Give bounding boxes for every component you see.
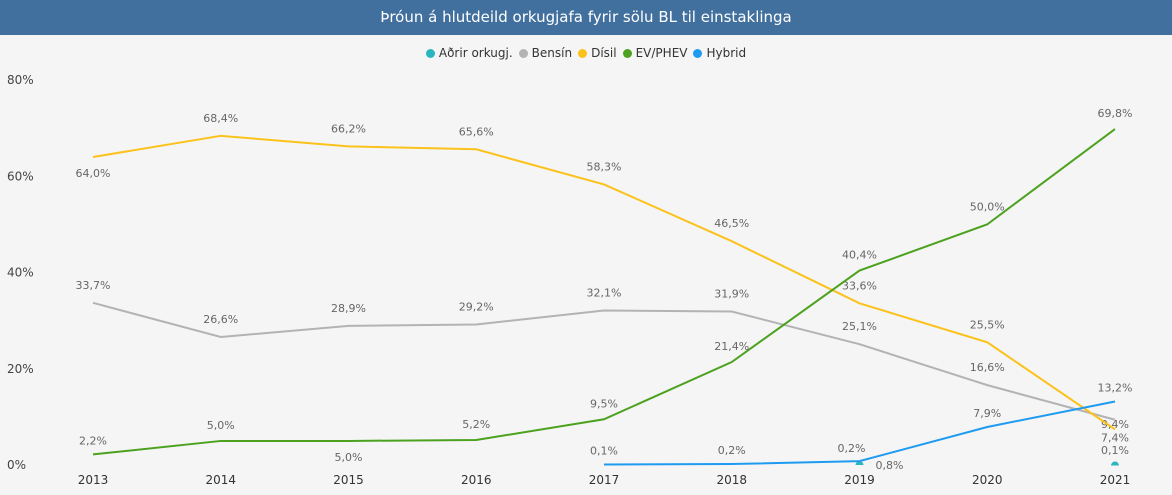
- data-label: 58,3%: [587, 160, 622, 173]
- x-tick-label: 2014: [205, 473, 236, 487]
- x-tick-label: 2017: [589, 473, 620, 487]
- data-label: 33,6%: [842, 279, 877, 292]
- legend: Aðrir orkugj. Bensín Dísil EV/PHEV Hybrid: [0, 46, 1172, 61]
- data-label: 2,2%: [79, 434, 107, 447]
- data-label: 40,4%: [842, 249, 877, 262]
- data-label: 5,0%: [207, 419, 235, 432]
- data-label: 28,9%: [331, 302, 366, 315]
- data-label: 9,5%: [590, 397, 618, 410]
- data-label: 7,4%: [1101, 431, 1129, 444]
- legend-item[interactable]: Bensín: [518, 46, 573, 60]
- data-label: 29,2%: [459, 300, 494, 313]
- data-label: 50,0%: [970, 200, 1005, 213]
- x-tick-label: 2021: [1100, 473, 1131, 487]
- data-label: 5,0%: [335, 451, 363, 464]
- data-label: 0,8%: [876, 459, 904, 472]
- y-tick-label: 40%: [7, 266, 34, 280]
- legend-marker: [518, 48, 528, 58]
- y-tick-label: 0%: [7, 458, 26, 472]
- y-tick-label: 80%: [7, 73, 34, 87]
- data-label: 9,4%: [1101, 418, 1129, 431]
- data-label: 0,1%: [1101, 444, 1129, 457]
- x-tick-label: 2016: [461, 473, 492, 487]
- legend-marker: [622, 48, 632, 58]
- data-label: 46,5%: [714, 217, 749, 230]
- legend-label: Aðrir orkugj.: [438, 46, 513, 60]
- data-label: 21,4%: [714, 340, 749, 353]
- series-line: [92, 301, 1116, 421]
- legend-item[interactable]: Aðrir orkugj.: [425, 46, 513, 60]
- series-line: [603, 400, 1116, 466]
- x-tick-label: 2020: [972, 473, 1003, 487]
- x-tick-label: 2013: [78, 473, 109, 487]
- data-label: 0,2%: [718, 444, 746, 457]
- data-label: 13,2%: [1098, 381, 1133, 394]
- data-label: 0,1%: [590, 445, 618, 458]
- legend-label: Hybrid: [706, 46, 747, 60]
- data-point: [1111, 461, 1119, 466]
- data-label: 26,6%: [203, 313, 238, 326]
- y-tick-label: 60%: [7, 169, 34, 183]
- data-label: 25,5%: [970, 318, 1005, 331]
- legend-label: Dísil: [591, 46, 617, 60]
- data-label: 65,6%: [459, 125, 494, 138]
- legend-marker: [693, 48, 703, 58]
- data-label: 69,8%: [1098, 107, 1133, 120]
- chart-title: Þróun á hlutdeild orkugjafa fyrir sölu B…: [0, 0, 1172, 35]
- legend-label: EV/PHEV: [635, 46, 688, 60]
- legend-item[interactable]: Dísil: [578, 46, 617, 60]
- legend-item[interactable]: EV/PHEV: [622, 46, 688, 60]
- data-label: 68,4%: [203, 112, 238, 125]
- data-label: 7,9%: [973, 407, 1001, 420]
- data-label: 64,0%: [76, 167, 111, 180]
- x-tick-label: 2019: [844, 473, 875, 487]
- data-label: 0,2%: [838, 442, 866, 455]
- legend-marker: [425, 48, 435, 58]
- data-label: 16,6%: [970, 361, 1005, 374]
- data-label: 25,1%: [842, 320, 877, 333]
- x-tick-label: 2015: [333, 473, 364, 487]
- x-tick-label: 2018: [716, 473, 747, 487]
- y-tick-label: 20%: [7, 362, 34, 376]
- legend-label: Bensín: [531, 46, 573, 60]
- series-line: [92, 134, 1116, 431]
- data-label: 33,7%: [76, 279, 111, 292]
- data-label: 31,9%: [714, 287, 749, 300]
- series-line: [92, 128, 1116, 456]
- data-label: 32,1%: [587, 287, 622, 300]
- legend-marker: [578, 48, 588, 58]
- data-label: 5,2%: [462, 418, 490, 431]
- data-label: 66,2%: [331, 122, 366, 135]
- legend-item[interactable]: Hybrid: [693, 46, 746, 60]
